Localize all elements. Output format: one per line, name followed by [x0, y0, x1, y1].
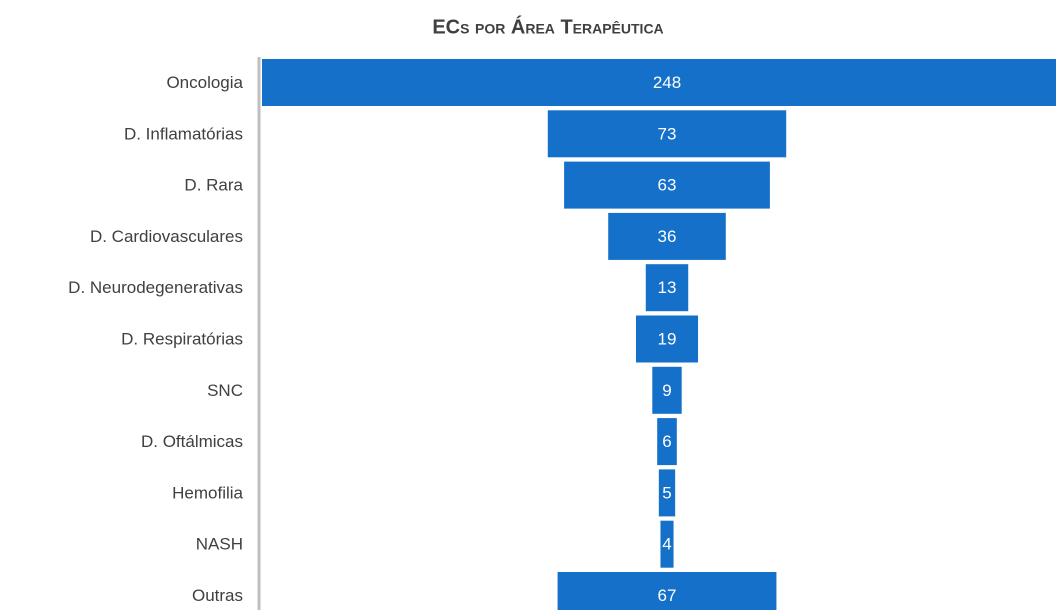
- category-label: SNC: [207, 381, 243, 400]
- data-label: 4: [662, 535, 671, 554]
- data-label: 67: [658, 586, 677, 605]
- category-label: NASH: [196, 535, 243, 554]
- data-label: 13: [658, 278, 677, 297]
- category-label: Oncologia: [166, 73, 243, 92]
- data-label: 6: [662, 432, 671, 451]
- category-label: D. Inflamatórias: [124, 124, 243, 143]
- data-label: 19: [658, 329, 677, 348]
- data-label: 63: [658, 176, 677, 195]
- category-label: D. Cardiovasculares: [90, 227, 243, 246]
- data-label: 9: [662, 381, 671, 400]
- category-label: D. Rara: [184, 176, 243, 195]
- funnel-bar: [660, 520, 674, 568]
- funnel-bar: [547, 110, 787, 158]
- funnel-bar: [652, 366, 682, 414]
- data-label: 73: [658, 124, 677, 143]
- category-label: D. Oftálmicas: [141, 432, 243, 451]
- category-label: Outras: [192, 586, 243, 605]
- funnel-bar: [557, 572, 777, 610]
- funnel-bar: [608, 212, 726, 260]
- funnel-bar: [658, 469, 676, 517]
- chart-title: ECs por Área Terapêutica: [432, 15, 663, 38]
- category-label: Hemofilia: [172, 483, 243, 502]
- funnel-bar: [645, 264, 689, 312]
- category-label: D. Respiratórias: [121, 329, 243, 348]
- funnel-bar: [635, 315, 699, 363]
- data-label: 36: [658, 227, 677, 246]
- funnel-bar: [657, 418, 677, 466]
- category-label: D. Neurodegenerativas: [68, 278, 243, 297]
- funnel-bar: [262, 59, 1056, 106]
- funnel-bar: [564, 161, 770, 209]
- data-label: 248: [653, 73, 681, 92]
- data-label: 5: [662, 483, 671, 502]
